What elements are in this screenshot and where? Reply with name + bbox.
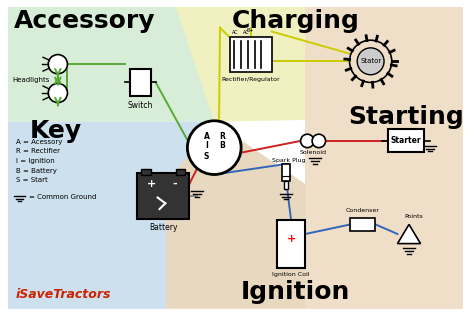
- Text: +: +: [147, 179, 156, 189]
- Text: A: A: [204, 132, 210, 140]
- Text: Points: Points: [404, 214, 423, 219]
- Text: Rectifier/Regulator: Rectifier/Regulator: [221, 77, 280, 82]
- Bar: [229, 37, 272, 72]
- Text: Ignition Coil: Ignition Coil: [272, 272, 310, 278]
- Text: Solenoid: Solenoid: [300, 150, 327, 155]
- Text: -: -: [173, 179, 177, 189]
- Circle shape: [48, 54, 67, 74]
- Text: B: B: [219, 141, 225, 150]
- Text: Key: Key: [30, 119, 82, 143]
- Bar: [283, 164, 290, 181]
- Text: +: +: [286, 234, 296, 244]
- Bar: [350, 218, 375, 231]
- Text: S: S: [204, 152, 209, 161]
- Text: iSaveTractors: iSaveTractors: [16, 288, 111, 301]
- Polygon shape: [305, 7, 463, 309]
- Text: Battery: Battery: [149, 223, 178, 232]
- Text: Accessory: Accessory: [14, 9, 155, 33]
- Text: I = Ignition: I = Ignition: [16, 158, 55, 164]
- Bar: [176, 169, 185, 175]
- Circle shape: [357, 48, 384, 75]
- Text: R = Rectifier: R = Rectifier: [16, 148, 60, 154]
- Text: Switch: Switch: [128, 100, 153, 110]
- Text: Headlights: Headlights: [13, 77, 50, 83]
- Bar: [284, 181, 288, 189]
- Text: Ignition: Ignition: [241, 280, 350, 304]
- Polygon shape: [398, 224, 420, 243]
- Text: Condenser: Condenser: [346, 208, 380, 213]
- Text: S = Start: S = Start: [16, 177, 47, 183]
- Text: Stator: Stator: [360, 58, 381, 64]
- Text: R: R: [219, 132, 225, 140]
- Text: AC: AC: [243, 31, 250, 35]
- Circle shape: [312, 134, 326, 148]
- Bar: [388, 129, 424, 152]
- Text: = Common Ground: = Common Ground: [29, 194, 96, 200]
- Text: I: I: [205, 141, 208, 150]
- Circle shape: [301, 134, 314, 148]
- Text: Starting: Starting: [348, 105, 464, 129]
- Text: B = Battery: B = Battery: [16, 168, 56, 174]
- Text: B+: B+: [247, 27, 255, 32]
- Circle shape: [187, 121, 241, 175]
- Text: Charging: Charging: [232, 9, 360, 33]
- Bar: [141, 169, 151, 175]
- Polygon shape: [166, 122, 305, 309]
- Text: Spark Plug: Spark Plug: [272, 158, 305, 163]
- Polygon shape: [176, 7, 463, 122]
- Bar: [137, 173, 189, 219]
- Bar: [277, 220, 305, 267]
- Text: AC: AC: [231, 31, 238, 35]
- Text: Starter: Starter: [391, 136, 421, 146]
- Polygon shape: [8, 122, 214, 309]
- Polygon shape: [8, 7, 219, 122]
- Text: A = Acessory: A = Acessory: [16, 139, 62, 145]
- Bar: [130, 69, 151, 96]
- Circle shape: [48, 83, 67, 103]
